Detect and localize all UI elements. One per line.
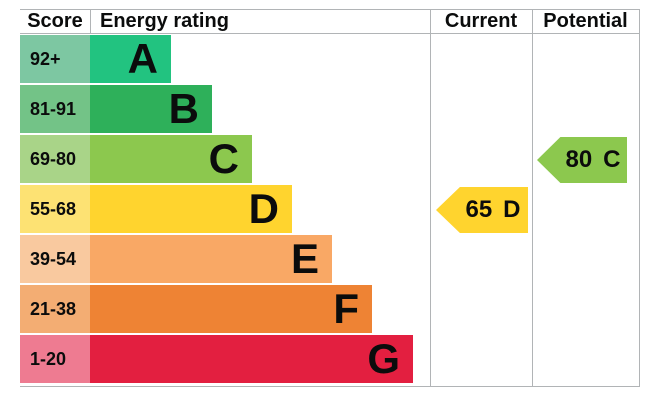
rating-band-letter: E — [290, 235, 319, 282]
score-range-label: 55-68 — [30, 198, 77, 219]
score-range-cell: 21-38 — [20, 285, 90, 333]
rating-band-row: 21-38 F — [20, 285, 639, 335]
bottom-border — [20, 386, 639, 387]
score-range-cell: 81-91 — [20, 85, 90, 133]
score-range-cell: 69-80 — [20, 135, 90, 183]
score-column-divider — [90, 9, 91, 33]
current-column-divider — [430, 9, 431, 387]
score-range-label: 69-80 — [30, 148, 77, 169]
rating-bands: 92+ A 81-91 B 69-80 C 55-68 — [20, 35, 639, 385]
rating-band-letter: D — [248, 185, 279, 232]
rating-band-row: 39-54 E — [20, 235, 639, 285]
rating-band-row: 69-80 C — [20, 135, 639, 185]
rating-band-bar: F — [90, 285, 372, 333]
rating-band-bar: D — [90, 185, 292, 233]
score-range-cell: 92+ — [20, 35, 90, 83]
potential-rating-value: 80 — [565, 146, 593, 173]
right-border — [639, 9, 640, 387]
score-range-label: 92+ — [30, 48, 61, 69]
score-range-label: 1-20 — [30, 348, 67, 369]
score-range-label: 39-54 — [30, 248, 77, 269]
score-range-label: 21-38 — [30, 298, 77, 319]
header-bottom-border — [20, 33, 639, 34]
rating-band-bar: B — [90, 85, 212, 133]
rating-band-row: 92+ A — [20, 35, 639, 85]
score-range-label: 81-91 — [30, 98, 77, 119]
rating-band-letter: B — [168, 85, 199, 132]
rating-band-bar: A — [90, 35, 171, 83]
rating-band-bar: C — [90, 135, 252, 183]
score-range-cell: 55-68 — [20, 185, 90, 233]
score-range-cell: 39-54 — [20, 235, 90, 283]
rating-band-letter: G — [367, 335, 400, 382]
top-border — [20, 9, 639, 10]
potential-column-divider — [532, 9, 533, 387]
rating-band-bar: G — [90, 335, 413, 383]
potential-rating-band: C — [603, 146, 621, 173]
score-range-cell: 1-20 — [20, 335, 90, 383]
rating-band-letter: A — [127, 35, 158, 82]
current-rating-label: 65 D — [443, 196, 520, 224]
potential-column-header: Potential — [543, 10, 628, 32]
rating-band-row: 1-20 G — [20, 335, 639, 385]
rating-band-letter: F — [333, 285, 359, 332]
current-rating-value: 65 — [465, 196, 493, 223]
potential-rating-label: 80 C — [543, 146, 620, 174]
current-rating-band: D — [503, 196, 521, 223]
rating-band-bar: E — [90, 235, 332, 283]
score-column-header: Score — [27, 10, 83, 32]
rating-band-letter: C — [208, 135, 239, 182]
energy-rating-column-header: Energy rating — [100, 10, 229, 32]
rating-band-row: 55-68 D — [20, 185, 639, 235]
current-column-header: Current — [444, 10, 518, 32]
rating-band-row: 81-91 B — [20, 85, 639, 135]
